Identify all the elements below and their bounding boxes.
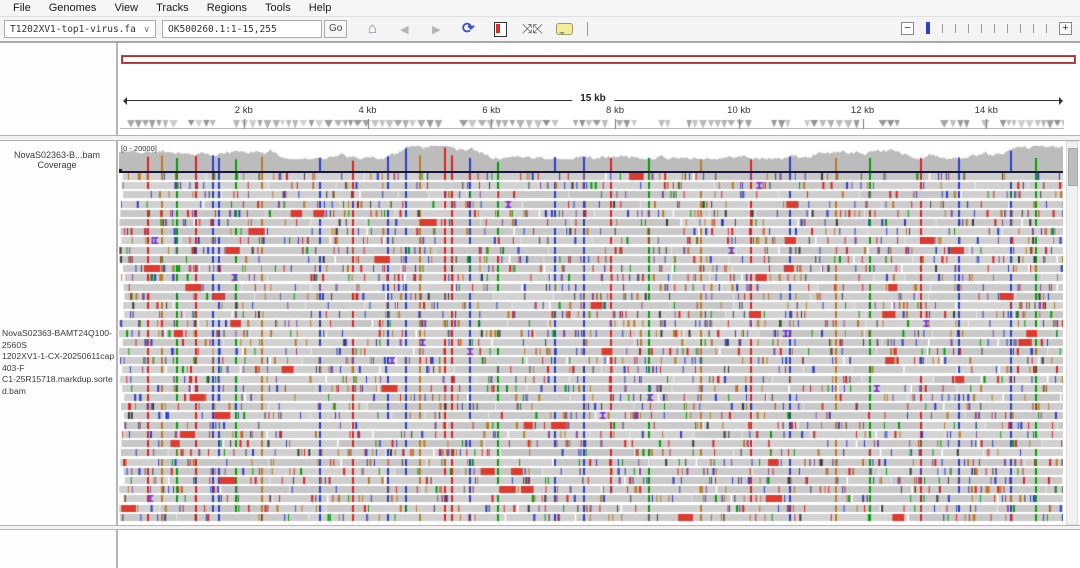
menu-item-file[interactable]: File	[13, 2, 31, 14]
genome-select-value: T1202XV1-top1-virus.fa	[10, 23, 136, 35]
ruler-tick-label: 12 kb	[850, 105, 875, 116]
chevron-down-icon: ∨	[143, 23, 150, 34]
toolbar: T1202XV1-top1-virus.fa ∨ Go ⌂ ◀ ▶ ⟳ ⤨⤪ −…	[0, 17, 1080, 43]
alignment-track-name-line: NovaS02363-BAMT24Q100-2560S	[2, 328, 112, 350]
zoom-tick-9[interactable]	[1046, 23, 1047, 33]
alignment-track-name[interactable]: NovaS02363-BAMT24Q100-2560S 1202XV1-1-CX-…	[2, 328, 116, 397]
menu-item-tracks[interactable]: Tracks	[156, 2, 189, 14]
menu-item-tools[interactable]: Tools	[265, 2, 291, 14]
coverage-range-label: [0 - 20000]	[121, 144, 157, 153]
locus-input[interactable]	[162, 20, 322, 38]
menu-item-regions[interactable]: Regions	[206, 2, 248, 14]
menu-item-help[interactable]: Help	[308, 2, 332, 14]
back-icon[interactable]: ◀	[400, 23, 409, 36]
track-data-area: [0 - 20000]	[119, 141, 1063, 525]
zoom-tick-2[interactable]	[955, 23, 956, 33]
refresh-icon[interactable]: ⟳	[462, 20, 475, 37]
zoom-tick-3[interactable]	[968, 23, 969, 33]
bottom-panel-gutter	[0, 530, 118, 568]
coverage-track-name[interactable]: NovaS02363-B...bam Coverage	[13, 150, 101, 170]
go-button[interactable]: Go	[324, 20, 348, 38]
feature-strip-canvas	[120, 119, 1064, 130]
ruler-tick-label: 14 kb	[974, 105, 998, 116]
forward-icon[interactable]: ▶	[432, 23, 441, 36]
ruler-panel: 15 kb 2 kb 4 kb 6 kb 8 kb 10 kb 12 kb 14 kb	[0, 43, 1080, 135]
bottom-panel	[0, 530, 1080, 568]
region-tool-icon[interactable]	[491, 20, 509, 38]
zoom-tick-4[interactable]	[981, 23, 982, 33]
scrollbar-thumb[interactable]	[1068, 148, 1078, 186]
zoom-slider[interactable]	[920, 21, 1053, 35]
ruler-span-label: 15 kb	[572, 93, 614, 104]
panel-splitter-top[interactable]	[0, 135, 1080, 141]
track-separator-line	[119, 171, 1063, 173]
home-icon[interactable]: ⌂	[367, 20, 377, 37]
region-in-view-box	[122, 56, 1075, 63]
toolbar-icons: ⌂ ◀ ▶ ⟳ ⤨⤪	[363, 20, 573, 38]
alignment-track[interactable]	[119, 173, 1063, 523]
ruler-tick-label: 8 kb	[606, 105, 625, 116]
zoom-tick-6[interactable]	[1007, 23, 1008, 33]
ruler-tick-label: 10 kb	[727, 105, 751, 116]
zoom-control: − +	[901, 21, 1072, 35]
zoom-tick-0[interactable]	[926, 22, 930, 34]
genome-select[interactable]: T1202XV1-top1-virus.fa ∨	[4, 20, 156, 38]
data-panel: NovaS02363-B...bam Coverage NovaS02363-B…	[0, 141, 1080, 525]
zoom-in-button[interactable]: +	[1059, 21, 1072, 35]
coverage-track[interactable]	[119, 145, 1063, 171]
ruler-tick-label: 6 kb	[482, 105, 501, 116]
toolbar-separator	[587, 22, 589, 36]
alignment-track-name-line: C1-25R15718.markdup.sorted.bam	[2, 374, 113, 396]
fit-to-window-icon[interactable]: ⤨⤪	[521, 21, 543, 36]
ruler-tick-labels: 2 kb 4 kb 6 kb 8 kb 10 kb 12 kb 14 kb	[120, 105, 1064, 117]
zoom-tick-8[interactable]	[1033, 23, 1034, 33]
popup-behavior-icon[interactable]	[555, 20, 573, 38]
menu-item-genomes[interactable]: Genomes	[48, 2, 97, 14]
alignment-track-name-line: 1202XV1-1-CX-20250611cap403-F	[2, 351, 115, 373]
zoom-out-button[interactable]: −	[901, 21, 914, 35]
menu-item-view[interactable]: View	[114, 2, 139, 14]
ruler-tick-label: 2 kb	[234, 105, 253, 116]
ruler-span-arrow[interactable]: 15 kb	[123, 93, 1063, 106]
zoom-tick-1[interactable]	[942, 23, 943, 33]
menu-bar: File Genomes View Tracks Regions Tools Help	[0, 0, 1080, 17]
ruler-feature-strip[interactable]	[120, 117, 1064, 130]
track-name-gutter: NovaS02363-B...bam Coverage NovaS02363-B…	[0, 141, 118, 525]
vertical-scrollbar[interactable]	[1066, 141, 1078, 525]
panel-splitter-bottom[interactable]	[0, 525, 1080, 530]
ruler-tick-label: 4 kb	[358, 105, 377, 116]
ruler-panel-gutter	[0, 43, 118, 135]
zoom-tick-7[interactable]	[1020, 23, 1021, 33]
chromosome-ideogram[interactable]	[121, 55, 1076, 64]
zoom-tick-5[interactable]	[994, 23, 995, 33]
